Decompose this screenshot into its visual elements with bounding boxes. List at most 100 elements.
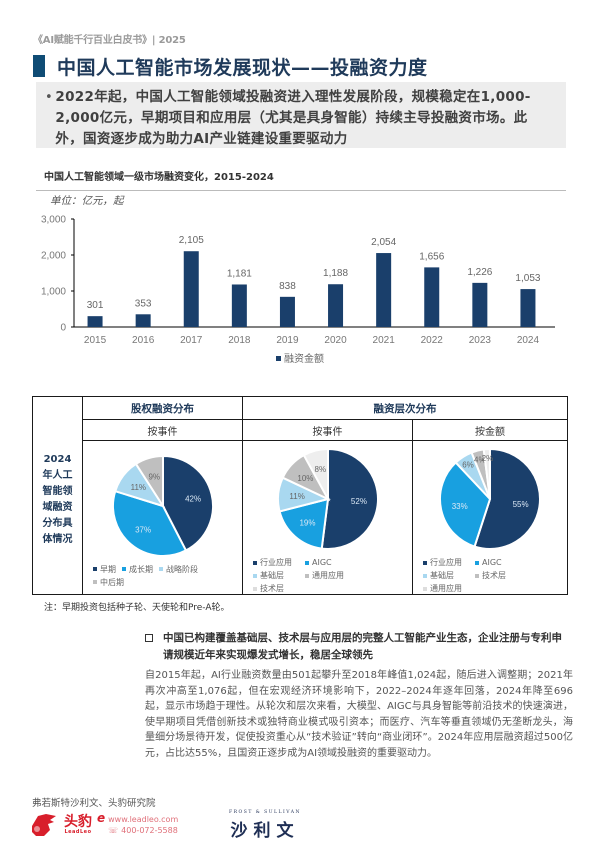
svg-text:2019: 2019 [276,335,299,346]
pie-slice [134,454,164,509]
source-text: 弗若斯特沙利文、头豹研究院 [32,798,156,809]
legend-item: 中后期 [93,577,124,588]
svg-text:838: 838 [279,281,296,292]
bar [231,284,247,327]
svg-text:10%: 10% [297,474,313,483]
svg-text:0: 0 [60,323,66,334]
pie-slice [302,447,329,500]
svg-text:52%: 52% [350,497,366,506]
phone-row: ☏ 400-072-5588 [108,825,178,836]
frost-sullivan-name-cn: 沙利文 [230,821,300,841]
svg-text:19%: 19% [299,518,315,527]
legend-item: 技术层 [475,570,521,581]
legend-item: AIGC [475,557,521,568]
legend-item: 通用应用 [423,583,469,594]
side-label-line: 分布具 [42,517,73,529]
svg-text:1,656: 1,656 [419,251,444,262]
phone-number: 400-072-5588 [121,826,178,835]
pie-cell-layer-events: 52% 19% 11% 10% 8% 行业应用 AIGC 基础层 通用应用 技术层 [242,440,413,595]
svg-text:1,188: 1,188 [323,268,348,279]
svg-text:6%: 6% [462,460,474,469]
legend-item: 早期 [93,564,116,575]
bar-chart-unit: 单位：亿元，起 [50,195,124,207]
legend-swatch [423,573,427,578]
body-paragraph: 自2015年起，AI行业融资数量由501起攀升至2018年峰值1,024起，随后… [145,670,573,759]
pie-slice [111,489,187,557]
legend-swatch [93,580,97,584]
bar [87,316,103,327]
table-side-label: 2024 年人工 智能领 域融资 分布具 体情况 [32,396,83,595]
chart-title-divider [36,190,566,191]
phone-icon: ☏ [108,826,119,835]
bar [376,253,392,327]
leadleo-contact: www.leadleo.com ☏ 400-072-5588 [108,814,178,836]
pie-slice [439,461,492,548]
page-title: 中国人工智能市场发展现状——投融资力度 [57,56,428,79]
svg-text:2020: 2020 [324,335,347,346]
pie-legend-equity-stage: 早期 成长期 战略阶段 中后期 [83,564,242,588]
svg-text:11%: 11% [130,483,145,492]
pie-slice [161,454,214,552]
svg-text:2,000: 2,000 [41,251,66,262]
svg-text:37%: 37% [135,525,151,534]
legend-swatch [253,586,257,591]
bar [424,267,440,327]
website-link[interactable]: www.leadleo.com [108,815,179,824]
side-label-line: 年人工 [42,469,73,481]
pie-chart-layer-amount: 55% 33% 6%4%2% [439,447,541,550]
svg-text:353: 353 [135,298,152,309]
legend-swatch [305,573,309,578]
bar [520,289,536,327]
legend-item: 技术层 [253,583,299,594]
svg-text:1,053: 1,053 [515,273,540,284]
legend-swatch [253,573,257,578]
legend-swatch [423,586,427,591]
subhead-by-events-2: 按事件 [242,419,413,441]
legend-swatch [475,560,479,565]
bar [472,282,488,327]
svg-text:2023: 2023 [469,335,492,346]
legend-item: 行业应用 [423,557,469,568]
leadleo-name-cn: 头豹 [64,814,92,830]
svg-text:1,181: 1,181 [227,268,252,279]
svg-text:33%: 33% [452,502,468,511]
footnote: 注：早期投资包括种子轮、天使轮和Pre-A轮。 [44,603,230,613]
svg-text:8%: 8% [314,465,326,474]
page-title-row: 中国人工智能市场发展现状——投融资力度 [33,55,428,79]
svg-text:2,054: 2,054 [371,237,396,248]
svg-text:1,226: 1,226 [467,267,492,278]
svg-text:4%: 4% [474,455,486,464]
subhead-by-events-1: 按事件 [82,419,243,441]
bullet-icon: • [45,90,53,105]
leopard-head-icon [32,814,56,836]
leadleo-logo: 头豹 LeadLeo e www.leadleo.com ☏ 400-072-5… [30,810,178,840]
legend-swatch [475,573,479,578]
svg-text:2017: 2017 [180,335,203,346]
bar [279,296,295,327]
frost-sullivan-name-en: FROST & SULLIVAN [229,810,301,815]
legend-item: 战略阶段 [159,564,198,575]
svg-text:2016: 2016 [132,335,155,346]
subhead-by-amount: 按金额 [412,419,568,441]
checkbox-bullet-icon [145,634,153,642]
pie-chart-equity-stage: 42% 37% 11%9% [111,454,214,557]
legend-item: 通用应用 [305,570,351,581]
bar [328,284,344,327]
side-label-line: 体情况 [42,533,73,545]
legend-item: 行业应用 [253,557,299,568]
section-layer-distribution: 融资层次分布 [242,396,568,420]
bar-chart-title: 中国人工智能领域一级市场融资变化，2015-2024 [44,172,274,183]
legend-swatch [159,567,163,571]
svg-text:3,000: 3,000 [41,215,66,226]
svg-text:2015: 2015 [84,335,107,346]
legend-swatch [305,560,309,565]
frost-sullivan-logo: FROST & SULLIVAN 沙利文 [220,810,310,841]
leadleo-wordmark: 头豹 LeadLeo [64,815,92,835]
pie-legend-layer-amount: 行业应用 AIGC 基础层 技术层 通用应用 [413,557,567,594]
svg-text:42%: 42% [185,494,201,503]
svg-text:2024: 2024 [517,335,540,346]
pie-cell-equity-events: 42% 37% 11% 9% 早期 成长期 战略阶段 中后期 [82,440,243,595]
side-label-line: 智能领 [42,485,73,497]
bar [135,314,151,327]
bar-chart-svg: 0 1,000 2,000 3,000 301 2015 353 2016 2,105 2017 1… [41,215,555,365]
